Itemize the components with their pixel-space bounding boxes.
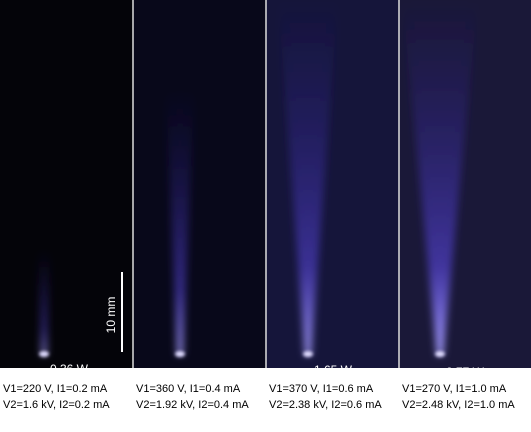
caption-line-2: V2=1.92 kV, I2=0.4 mA: [136, 399, 249, 411]
figure: 0.36 W V1=220 V, I1=0.2 mA V2=1.6 kV, I2=0…: [0, 0, 531, 427]
caption-line-2: V2=2.48 kV, I2=1.0 mA: [402, 399, 515, 411]
photo-background: [133, 0, 266, 368]
power-label: 2.77 W: [446, 365, 485, 379]
power-label: 1.65 W: [314, 363, 353, 377]
plasma-core: [39, 351, 49, 357]
plasma-core: [303, 351, 313, 357]
plasma-core: [175, 351, 185, 357]
photo-panels: 0.36 W V1=220 V, I1=0.2 mA V2=1.6 kV, I2=0…: [0, 0, 531, 411]
caption-line-1: V1=370 V, I1=0.6 mA: [269, 383, 374, 395]
caption-line-2: V2=1.6 kV, I2=0.2 mA: [3, 399, 110, 411]
scale-bar-label: 10 mm: [104, 297, 118, 334]
page: 0.36 W V1=220 V, I1=0.2 mA V2=1.6 kV, I2=0…: [0, 0, 531, 427]
plasma-core: [435, 351, 445, 357]
caption-line-1: V1=270 V, I1=1.0 mA: [402, 383, 507, 395]
power-label: 0.91 W: [186, 367, 225, 381]
caption-line-1: V1=360 V, I1=0.4 mA: [136, 383, 241, 395]
caption-line-2: V2=2.38 kV, I2=0.6 mA: [269, 399, 382, 411]
caption-line-1: V1=220 V, I1=0.2 mA: [3, 383, 108, 395]
power-label: 0.36 W: [50, 362, 89, 376]
